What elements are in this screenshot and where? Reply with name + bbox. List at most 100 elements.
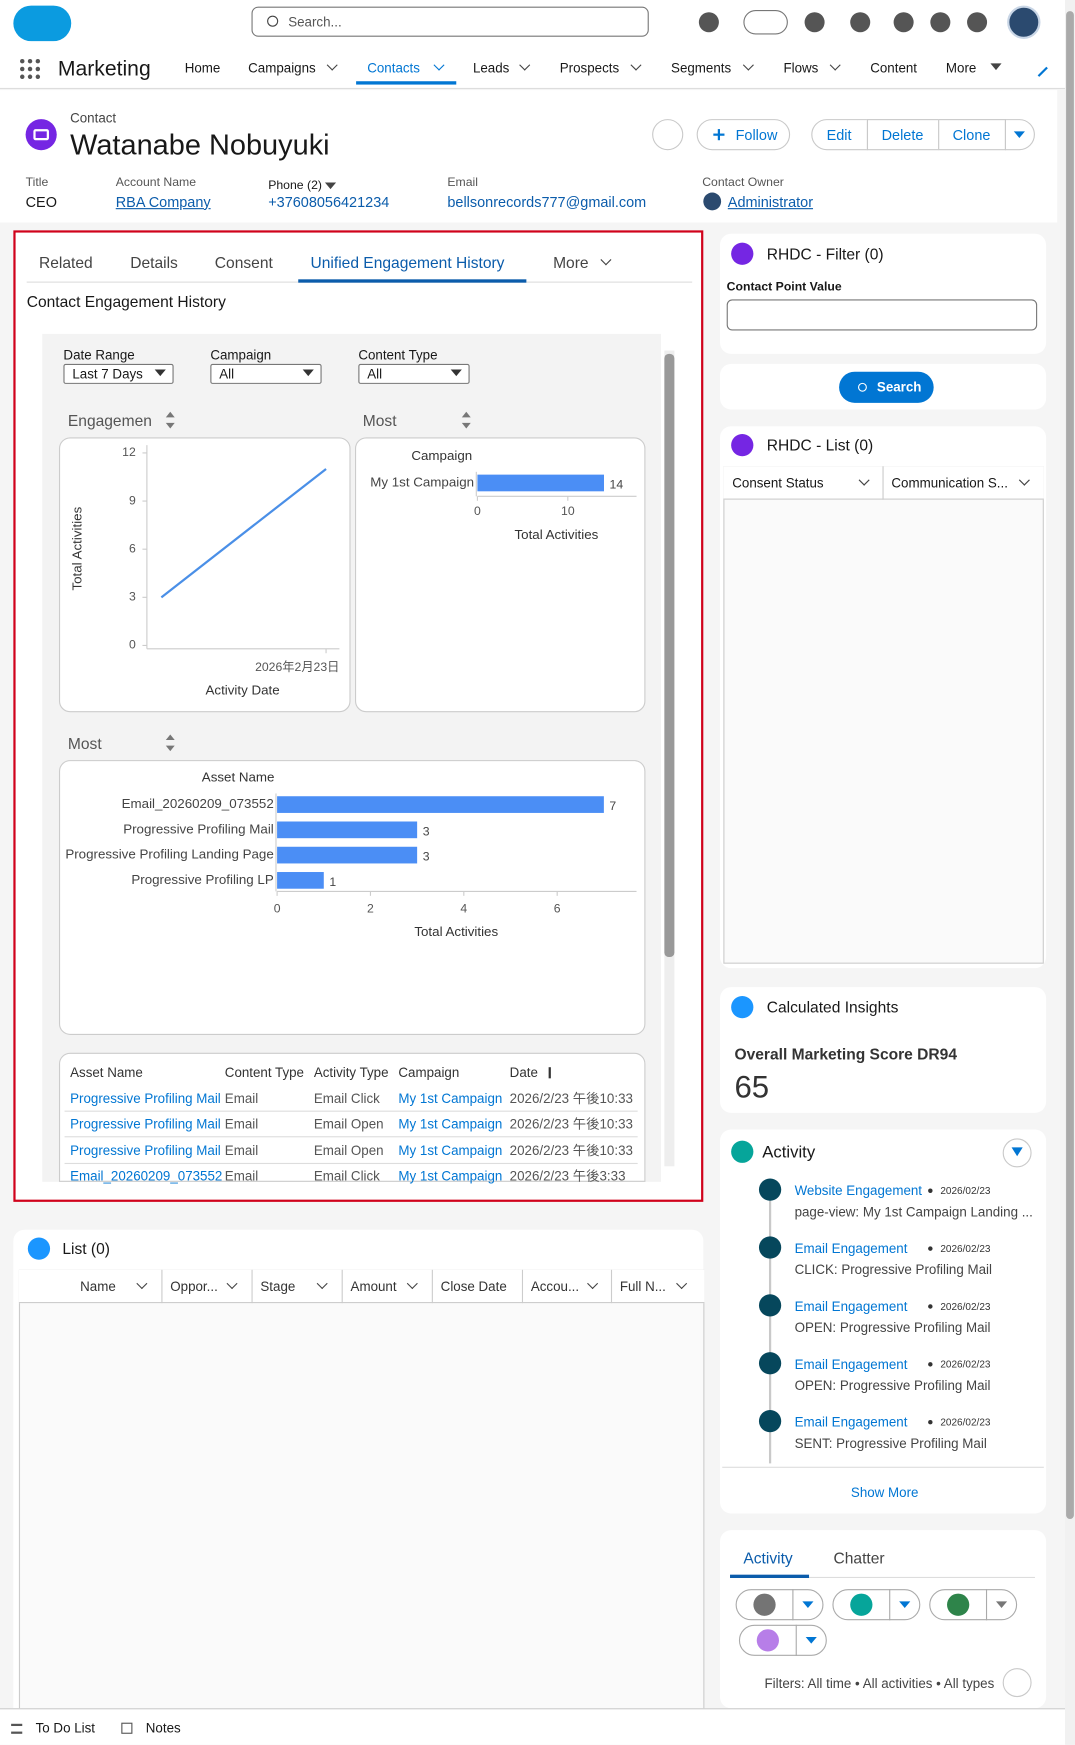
action-label[interactable]: Edit xyxy=(826,126,852,143)
side-card xyxy=(720,987,1047,1113)
nav-item[interactable]: Content xyxy=(870,60,918,76)
field-label: Title xyxy=(25,175,49,189)
nav-item[interactable]: Leads xyxy=(472,60,510,76)
row-divider xyxy=(64,1136,638,1138)
nav-item[interactable]: More xyxy=(945,60,977,76)
utility-item[interactable]: Notes xyxy=(145,1720,181,1737)
col-divider xyxy=(341,1269,343,1304)
table-cell[interactable]: Progressive Profiling Mail xyxy=(70,1090,221,1107)
nav-item[interactable]: Flows xyxy=(783,60,819,76)
action-icon xyxy=(850,1593,873,1616)
table-cell[interactable]: Email_20260209_073552 xyxy=(70,1168,223,1185)
table-cell[interactable]: Progressive Profiling Mail xyxy=(70,1142,221,1159)
card-icon xyxy=(27,1237,51,1260)
caret xyxy=(805,1636,817,1644)
column-header[interactable]: Activity Type xyxy=(313,1064,389,1081)
utility-item[interactable]: To Do List xyxy=(35,1720,95,1737)
search-button-icon xyxy=(857,382,867,392)
column-header[interactable]: Name xyxy=(80,1278,116,1295)
activity-title[interactable]: Website Engagement xyxy=(794,1182,923,1199)
field-value[interactable]: +37608056421234 xyxy=(268,193,390,210)
owner-avatar xyxy=(703,192,722,211)
field-value[interactable]: bellsonrecords777@gmail.com xyxy=(447,193,647,210)
favorites[interactable] xyxy=(743,10,788,35)
column-header[interactable]: Close Date xyxy=(440,1278,507,1295)
filter-value[interactable]: All xyxy=(367,366,383,382)
follow-label[interactable]: Follow xyxy=(735,126,778,143)
column-header[interactable]: Amount xyxy=(350,1278,397,1295)
bullet xyxy=(928,1304,933,1309)
nav-item[interactable]: Home xyxy=(184,60,221,76)
field-value[interactable]: RBA Company xyxy=(115,193,211,210)
activity-title[interactable]: Email Engagement xyxy=(794,1240,908,1257)
tab-active xyxy=(298,279,527,283)
table-cell[interactable]: My 1st Campaign xyxy=(398,1116,503,1132)
activity-title[interactable]: Email Engagement xyxy=(794,1298,908,1315)
action-menu[interactable] xyxy=(1004,119,1035,151)
action-group[interactable] xyxy=(738,1624,827,1656)
filter-select[interactable] xyxy=(63,363,174,384)
tab[interactable]: Unified Engagement History xyxy=(310,253,505,272)
nav-item[interactable]: Segments xyxy=(671,60,732,76)
search-box[interactable] xyxy=(251,6,649,37)
caret xyxy=(450,369,462,377)
field-label: Account Name xyxy=(115,175,197,189)
table-cell[interactable]: My 1st Campaign xyxy=(398,1142,503,1159)
column-header[interactable]: Asset Name xyxy=(70,1064,143,1081)
table-cell[interactable]: Progressive Profiling Mail xyxy=(70,1116,221,1132)
column-header[interactable]: Content Type xyxy=(224,1064,304,1081)
app-name: Marketing xyxy=(57,57,151,81)
text-input[interactable] xyxy=(726,299,1038,331)
column-header[interactable]: Oppor... xyxy=(170,1278,218,1295)
nav-item[interactable]: Contacts xyxy=(367,60,420,76)
logo xyxy=(13,5,72,42)
show-more[interactable]: Show More xyxy=(850,1484,919,1501)
column-header[interactable]: Campaign xyxy=(398,1064,460,1081)
action-button[interactable] xyxy=(938,119,1007,151)
field-label: Phone (2) xyxy=(268,178,322,192)
filter-select[interactable] xyxy=(358,363,470,384)
action-label[interactable]: Clone xyxy=(952,126,991,143)
filter-select[interactable] xyxy=(210,363,322,384)
group-divider xyxy=(792,1589,794,1621)
activity-title[interactable]: Email Engagement xyxy=(794,1356,908,1373)
timeline-icon xyxy=(758,1409,782,1433)
table-cell[interactable]: My 1st Campaign xyxy=(398,1090,503,1107)
action-group[interactable] xyxy=(832,1589,921,1621)
chart-card xyxy=(58,437,351,713)
column-header[interactable]: Communication S... xyxy=(891,475,1008,491)
chart-header: Engagemen xyxy=(67,411,152,430)
column-header[interactable]: Accou... xyxy=(530,1278,580,1295)
activity-title[interactable]: Email Engagement xyxy=(794,1414,908,1430)
follow-button[interactable] xyxy=(696,119,791,151)
tab[interactable]: Consent xyxy=(214,253,273,272)
table-cell: 2026/2/23 午後10:33 xyxy=(509,1142,633,1159)
filter-value[interactable]: Last 7 Days xyxy=(72,366,143,382)
action-button[interactable] xyxy=(811,119,869,151)
tab[interactable]: Details xyxy=(130,253,178,272)
sort-up xyxy=(165,734,175,741)
card-icon xyxy=(731,1140,754,1163)
action-label[interactable]: Delete xyxy=(881,126,924,143)
table-cell: 2026/2/23 午後3:33 xyxy=(509,1168,626,1185)
field-value[interactable]: Administrator xyxy=(727,193,814,210)
button-label[interactable]: Search xyxy=(876,379,922,396)
search-button[interactable] xyxy=(839,371,934,403)
table-cell[interactable]: My 1st Campaign xyxy=(398,1168,503,1185)
column-header[interactable]: Date xyxy=(509,1064,538,1081)
action-button[interactable] xyxy=(866,119,940,151)
activity-desc: page-view: My 1st Campaign Landing ... xyxy=(794,1204,1033,1220)
tab[interactable]: Activity xyxy=(743,1549,793,1567)
tab[interactable]: Chatter xyxy=(833,1549,885,1567)
filter-value[interactable]: All xyxy=(219,366,235,382)
column-header[interactable]: Consent Status xyxy=(732,475,824,491)
column-header[interactable]: Full N... xyxy=(619,1278,666,1295)
nav-item[interactable]: Campaigns xyxy=(248,60,316,76)
tab[interactable]: More xyxy=(553,253,589,272)
metric-value: 65 xyxy=(734,1069,770,1104)
card-title: RHDC - Filter (0) xyxy=(766,244,884,263)
filter-label: Campaign xyxy=(210,347,272,363)
nav-item[interactable]: Prospects xyxy=(559,60,620,76)
tab[interactable]: Related xyxy=(38,253,93,272)
column-header[interactable]: Stage xyxy=(260,1278,296,1295)
